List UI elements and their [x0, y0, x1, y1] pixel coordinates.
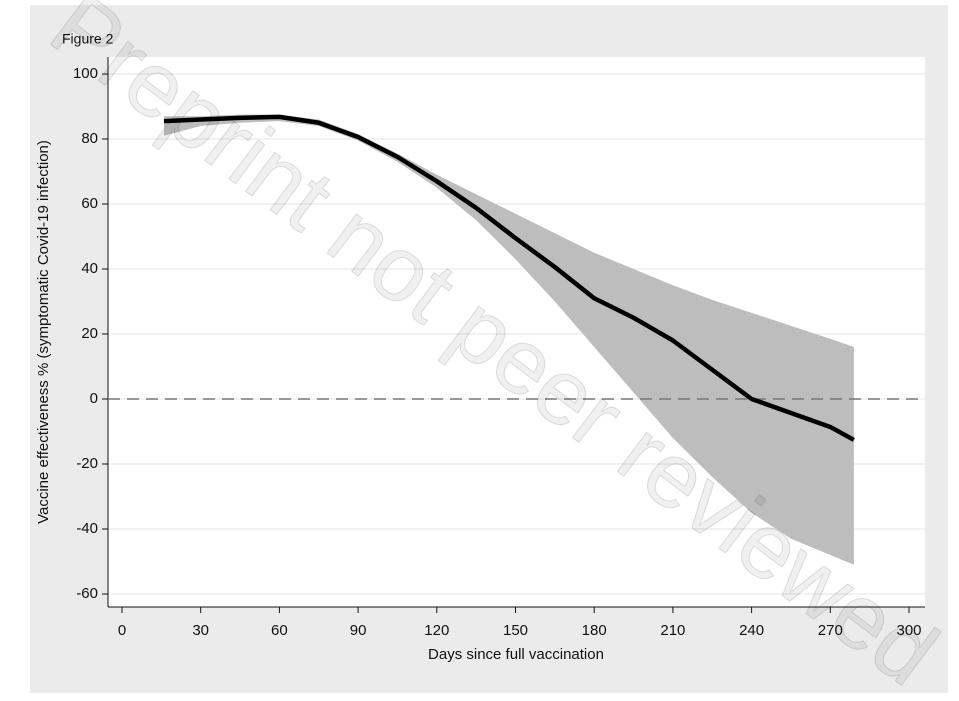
- x-tick-label: 90: [350, 622, 367, 639]
- x-tick-label: 120: [424, 622, 449, 639]
- y-tick-label: -60: [76, 585, 98, 602]
- x-tick-label: 150: [503, 622, 528, 639]
- x-tick-label: 240: [739, 622, 764, 639]
- figure-title: Figure 2: [62, 31, 114, 47]
- confidence-band: [163, 114, 854, 565]
- x-tick-label: 270: [818, 622, 843, 639]
- x-tick-label: 30: [192, 622, 209, 639]
- x-tick-label: 60: [271, 622, 288, 639]
- x-axis-label: Days since full vaccination: [428, 646, 604, 663]
- estimate-line: [163, 114, 855, 442]
- x-tick-label: 180: [582, 622, 607, 639]
- x-tick-label: 0: [118, 622, 126, 639]
- y-tick-label: 100: [73, 65, 98, 82]
- y-tick-label: -20: [76, 455, 98, 472]
- x-tick-label: 300: [896, 622, 921, 639]
- y-axis-label: Vaccine effectiveness % (symptomatic Cov…: [35, 140, 52, 524]
- x-tick-label: 210: [660, 622, 685, 639]
- y-tick-label: -40: [76, 520, 98, 537]
- y-tick-label: 20: [81, 325, 98, 342]
- y-tick-label: 0: [90, 390, 98, 407]
- y-tick-label: 60: [81, 195, 98, 212]
- y-tick-label: 40: [81, 260, 98, 277]
- y-tick-label: 80: [81, 130, 98, 147]
